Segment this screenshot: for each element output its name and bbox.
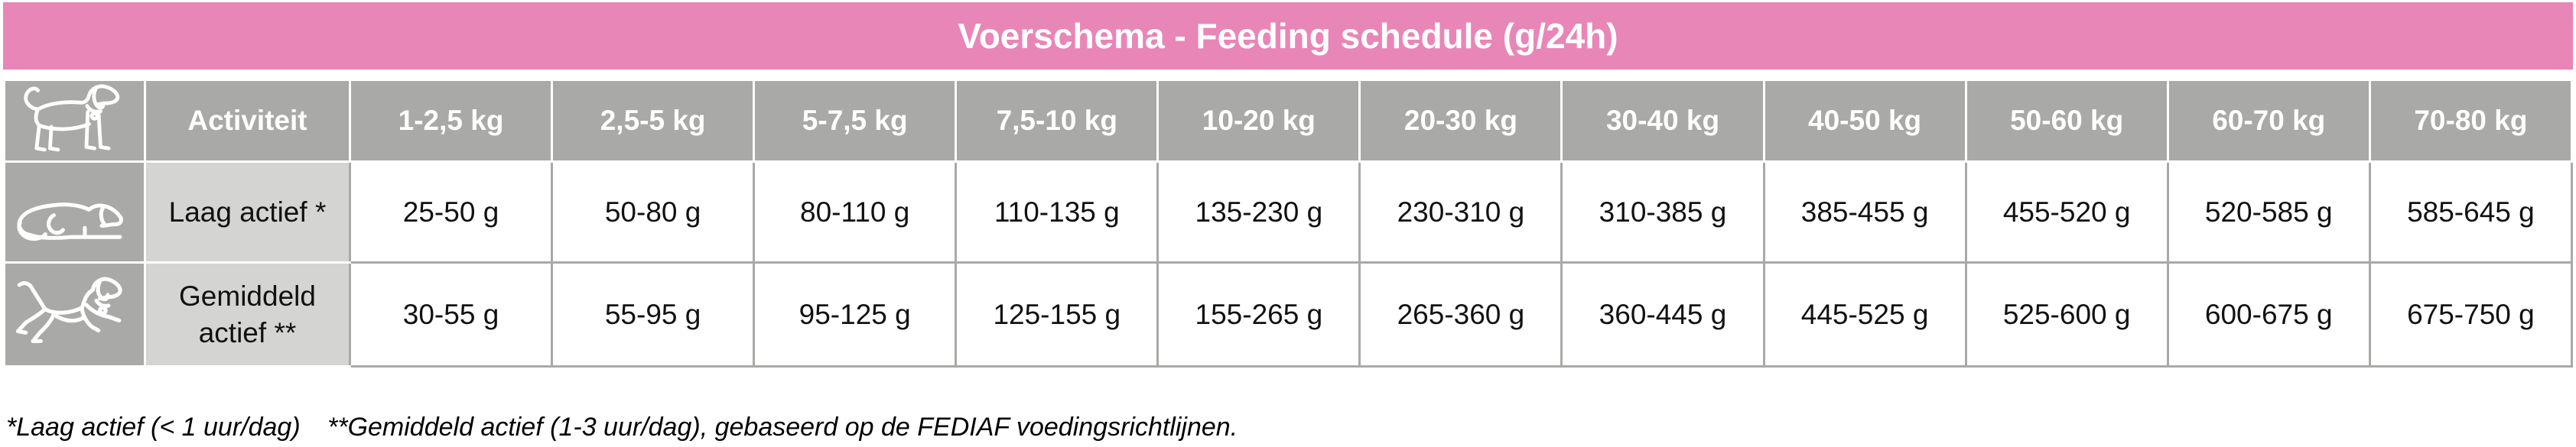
activity-label: Laag actief * xyxy=(144,160,351,264)
feeding-amount-cell: 110-135 g xyxy=(955,160,1160,264)
weight-column-header: 50-60 kg xyxy=(1964,79,2169,163)
feeding-amount-cell: 50-80 g xyxy=(551,160,756,264)
feeding-amount-cell: 360-445 g xyxy=(1560,261,1765,368)
feeding-schedule-table: Activiteit 1-2,5 kg 2,5-5 kg 5-7,5 kg 7,… xyxy=(3,79,2574,368)
feeding-amount-cell: 80-110 g xyxy=(753,160,958,264)
feeding-amount-cell: 675-750 g xyxy=(2368,261,2574,368)
table-row-low-active: Laag actief * 25-50 g 50-80 g 80-110 g 1… xyxy=(3,160,2574,264)
footnote-medium-active: **Gemiddeld actief (1-3 uur/dag), gebase… xyxy=(327,413,1238,442)
feeding-amount-cell: 600-675 g xyxy=(2166,261,2371,368)
table-header-row: Activiteit 1-2,5 kg 2,5-5 kg 5-7,5 kg 7,… xyxy=(3,79,2574,163)
table-row-medium-active: Gemiddeld actief ** 30-55 g 55-95 g 95-1… xyxy=(3,261,2574,368)
feeding-amount-cell: 385-455 g xyxy=(1762,160,1967,264)
weight-column-header: 5-7,5 kg xyxy=(753,79,958,163)
footnote: *Laag actief (< 1 uur/dag) **Gemiddeld a… xyxy=(6,413,1238,442)
activity-column-header: Activiteit xyxy=(144,79,351,163)
weight-column-header: 1-2,5 kg xyxy=(348,79,554,163)
weight-column-header: 60-70 kg xyxy=(2166,79,2371,163)
feeding-amount-cell: 230-310 g xyxy=(1358,160,1563,264)
weight-column-header: 40-50 kg xyxy=(1762,79,1967,163)
feeding-amount-cell: 125-155 g xyxy=(955,261,1160,368)
feeding-amount-cell: 445-525 g xyxy=(1762,261,1967,368)
lying-dog-icon xyxy=(17,202,123,241)
feeding-amount-cell: 25-50 g xyxy=(348,160,554,264)
title-banner: Voerschema - Feeding schedule (g/24h) xyxy=(3,2,2573,70)
running-dog-icon xyxy=(15,277,122,343)
corner-icon-cell xyxy=(3,79,146,163)
footnote-low-active: *Laag actief (< 1 uur/dag) xyxy=(6,413,301,442)
page-title: Voerschema - Feeding schedule (g/24h) xyxy=(958,16,1618,56)
feeding-amount-cell: 455-520 g xyxy=(1964,160,2169,264)
row-icon-cell xyxy=(3,261,146,368)
activity-label: Gemiddeld actief ** xyxy=(144,261,351,368)
weight-column-header: 70-80 kg xyxy=(2368,79,2574,163)
feeding-amount-cell: 55-95 g xyxy=(551,261,756,368)
weight-column-header: 2,5-5 kg xyxy=(551,79,756,163)
standing-dog-icon xyxy=(23,84,119,152)
feeding-amount-cell: 585-645 g xyxy=(2368,160,2574,264)
weight-column-header: 7,5-10 kg xyxy=(955,79,1160,163)
feeding-amount-cell: 95-125 g xyxy=(753,261,958,368)
feeding-amount-cell: 265-360 g xyxy=(1358,261,1563,368)
feeding-amount-cell: 310-385 g xyxy=(1560,160,1765,264)
feeding-amount-cell: 135-230 g xyxy=(1156,160,1361,264)
row-icon-cell xyxy=(3,160,146,264)
weight-column-header: 20-30 kg xyxy=(1358,79,1563,163)
feeding-amount-cell: 525-600 g xyxy=(1964,261,2169,368)
feeding-amount-cell: 155-265 g xyxy=(1156,261,1361,368)
weight-column-header: 30-40 kg xyxy=(1560,79,1765,163)
feeding-amount-cell: 520-585 g xyxy=(2166,160,2371,264)
weight-column-header: 10-20 kg xyxy=(1156,79,1361,163)
feeding-amount-cell: 30-55 g xyxy=(348,261,554,368)
